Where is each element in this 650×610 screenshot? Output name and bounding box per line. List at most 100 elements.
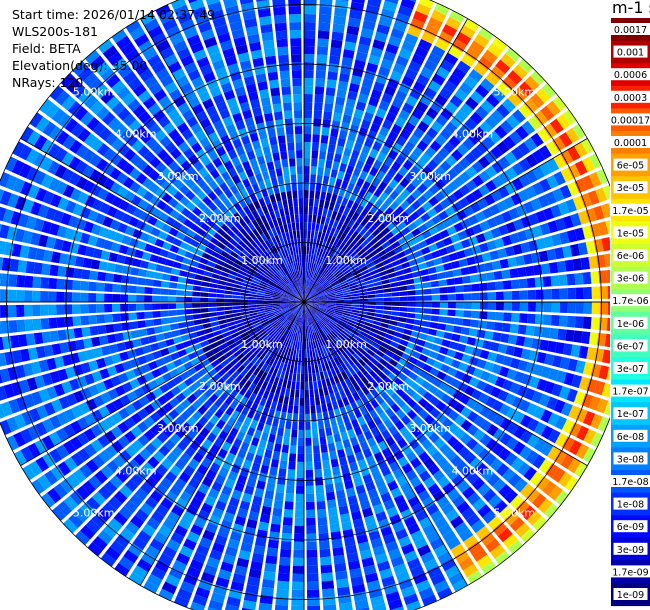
- gate-cell: [379, 568, 393, 580]
- gate-cell: [320, 134, 329, 144]
- gate-cell: [170, 532, 185, 545]
- gate-cell: [145, 391, 157, 403]
- gate-cell: [233, 361, 242, 370]
- gate-cell: [337, 137, 346, 148]
- gate-cell: [390, 487, 403, 499]
- gate-cell: [211, 507, 224, 519]
- gate-cell: [216, 302, 225, 307]
- gate-cell: [391, 354, 401, 363]
- gate-cell: [35, 346, 46, 359]
- ray: [239, 0, 304, 302]
- gate-cell: [504, 452, 518, 466]
- gate-cell: [207, 607, 218, 610]
- gate-cell: [558, 471, 573, 488]
- gate-cell: [139, 232, 150, 242]
- gate-cell: [392, 63, 406, 75]
- gate-cell: [149, 424, 162, 436]
- ray: [128, 302, 304, 586]
- gate-cell: [246, 426, 256, 437]
- gate-cell: [453, 325, 463, 334]
- gate-cell: [314, 94, 324, 103]
- gate-cell: [424, 24, 440, 37]
- gate-cell: [262, 145, 271, 156]
- gate-cell: [311, 150, 319, 159]
- gate-cell: [582, 271, 592, 285]
- gate-cell: [305, 262, 308, 271]
- ray: [304, 302, 370, 610]
- gate-cell: [70, 420, 83, 434]
- ray: [155, 4, 304, 302]
- gate-cell: [10, 211, 22, 226]
- gate-cell: [389, 442, 400, 454]
- gate-cell: [95, 61, 111, 77]
- gate-cell: [498, 366, 510, 378]
- gate-cell: [6, 416, 19, 433]
- gate-cell: [259, 513, 271, 524]
- gate-cell: [288, 322, 294, 331]
- gate-cell: [486, 321, 495, 331]
- gate-cell: [113, 323, 123, 333]
- gate-cell: [111, 29, 127, 44]
- gate-cell: [528, 213, 540, 226]
- gate-cell: [533, 406, 546, 420]
- gate-cell: [530, 132, 544, 148]
- gate-cell: [180, 334, 190, 342]
- gate-cell: [137, 90, 152, 104]
- gate-cell: [352, 185, 361, 195]
- gate-cell: [272, 297, 281, 300]
- gate-cell: [562, 245, 573, 258]
- gate-cell: [553, 399, 566, 414]
- gate-cell: [307, 287, 312, 295]
- gate-cell: [421, 165, 433, 177]
- gate-cell: [273, 443, 282, 453]
- ray: [143, 302, 304, 594]
- gate-cell: [268, 366, 275, 376]
- gate-cell: [317, 166, 324, 176]
- gate-cell: [284, 329, 290, 338]
- gate-cell: [254, 358, 262, 367]
- gate-cell: [272, 451, 281, 461]
- gate-cell: [405, 95, 418, 107]
- gate-cell: [178, 141, 190, 153]
- gate-cell: [210, 321, 219, 327]
- gate-cell: [157, 340, 168, 349]
- gate-cell: [89, 169, 102, 182]
- gate-cell: [335, 212, 343, 222]
- gate-cell: [208, 292, 217, 298]
- gate-cell: [273, 6, 286, 16]
- gate-cell: [130, 426, 143, 438]
- gate-cell: [534, 110, 549, 126]
- gate-cell: [211, 346, 221, 354]
- ray: [0, 302, 304, 318]
- gate-cell: [168, 88, 182, 101]
- gate-cell: [395, 409, 406, 420]
- gate-cell: [182, 511, 196, 523]
- gate-cell: [349, 9, 363, 20]
- gate-cell: [567, 146, 581, 162]
- gate-cell: [285, 388, 291, 397]
- gate-cell: [395, 387, 406, 398]
- gate-cell: [121, 275, 130, 284]
- gate-cell: [306, 325, 310, 334]
- gate-cell: [320, 215, 326, 225]
- gate-cell: [281, 307, 290, 311]
- gate-cell: [153, 271, 163, 280]
- gate-cell: [485, 71, 500, 86]
- gate-cell: [269, 194, 277, 204]
- gate-cell: [321, 268, 328, 276]
- gate-cell: [125, 203, 137, 215]
- gate-cell: [111, 101, 126, 116]
- gate-cell: [578, 345, 589, 359]
- gate-cell: [381, 318, 391, 324]
- gate-cell: [88, 292, 97, 302]
- gate-cell: [292, 315, 297, 324]
- gate-cell: [183, 538, 197, 551]
- gate-cell: [147, 215, 158, 226]
- gate-cell: [334, 248, 342, 257]
- gate-cell: [523, 466, 537, 481]
- gate-cell: [192, 103, 204, 115]
- gate-cell: [242, 600, 257, 610]
- gate-cell: [308, 308, 314, 316]
- gate-cell: [318, 14, 332, 24]
- gate-cell: [535, 210, 547, 223]
